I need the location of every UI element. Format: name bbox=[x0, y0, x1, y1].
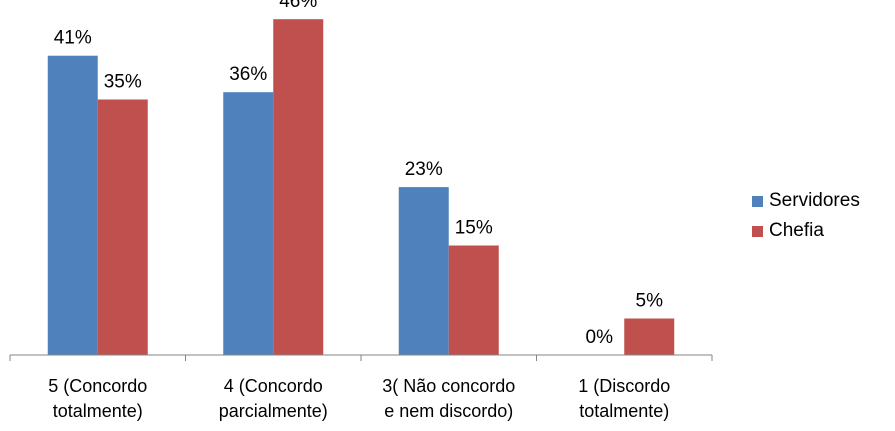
bar-servidores-1 bbox=[47, 55, 98, 355]
legend-item-servidores: Servidores bbox=[752, 188, 860, 214]
value-label-chefia-2: 46% bbox=[279, 0, 317, 12]
category-label-2-line-2: parcialmente) bbox=[219, 401, 328, 421]
category-label-1-line-1: 5 (Concordo bbox=[48, 376, 147, 396]
bar-chefia-1 bbox=[97, 99, 148, 355]
category-labels-group: 5 (Concordo totalmente) 4 (Concordo parcial… bbox=[48, 376, 670, 421]
value-label-chefia-1: 35% bbox=[104, 72, 142, 93]
value-label-servidores-2: 36% bbox=[229, 64, 267, 85]
value-label-chefia-3: 15% bbox=[455, 218, 493, 239]
legend-swatch-servidores bbox=[752, 195, 763, 207]
bar-chefia-2 bbox=[273, 19, 324, 355]
x-axis bbox=[9, 354, 713, 361]
value-label-servidores-4: 0% bbox=[586, 327, 614, 348]
legend-label-chefia: Chefia bbox=[769, 220, 824, 241]
bar-servidores-3 bbox=[398, 187, 449, 355]
category-label-1-line-2: totalmente) bbox=[53, 401, 143, 421]
category-label-3-line-2: e nem discordo) bbox=[384, 401, 513, 421]
category-label-4-line-2: totalmente) bbox=[579, 401, 669, 421]
legend-swatch-chefia bbox=[752, 225, 763, 237]
category-label-4-line-1: 1 (Discordo bbox=[578, 376, 670, 396]
legend-item-chefia: Chefia bbox=[752, 218, 860, 244]
category-label-3-line-1: 3( Não concordo bbox=[382, 376, 515, 396]
value-label-chefia-4: 5% bbox=[636, 291, 664, 312]
value-labels-group: 41% 35% 36% 46% 23% 15% 0% 5% bbox=[54, 0, 663, 348]
legend-label-servidores: Servidores bbox=[769, 190, 860, 211]
bar-chefia-3 bbox=[448, 245, 499, 355]
bar-servidores-2 bbox=[223, 92, 274, 355]
value-label-servidores-1: 41% bbox=[54, 28, 92, 49]
bar-chefia-4 bbox=[624, 318, 675, 355]
bars-group bbox=[47, 19, 675, 355]
category-label-2-line-1: 4 (Concordo bbox=[224, 376, 323, 396]
legend: Servidores Chefia bbox=[752, 188, 860, 248]
value-label-servidores-3: 23% bbox=[405, 159, 443, 180]
